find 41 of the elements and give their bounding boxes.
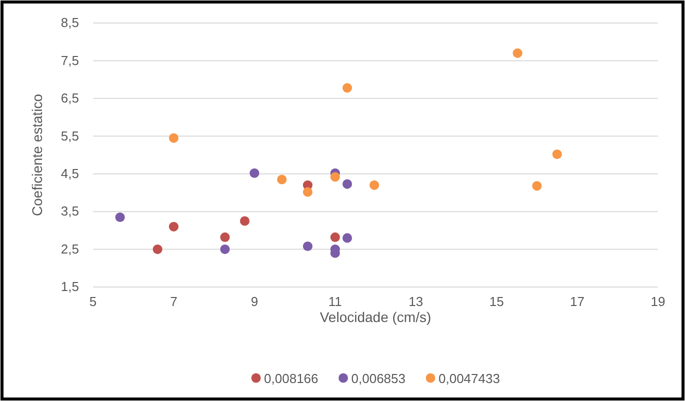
y-tick-label: 7,5	[60, 52, 79, 68]
point	[240, 216, 250, 226]
point	[250, 168, 260, 178]
point	[302, 187, 312, 197]
legend-label: 0,008166	[264, 371, 318, 386]
point	[552, 149, 562, 160]
y-tick-label: 2,5	[60, 241, 79, 256]
x-axis-title: Velocidade (cm/s)	[320, 309, 432, 325]
point	[220, 244, 230, 254]
point	[330, 172, 340, 182]
point	[277, 174, 287, 184]
point	[532, 181, 542, 191]
y-tick-label: 6,5	[60, 90, 79, 106]
y-axis-title: Coeficiente estatico	[29, 94, 45, 216]
point	[330, 232, 340, 242]
point	[152, 244, 162, 254]
point	[168, 222, 178, 232]
x-tick-label: 11	[328, 294, 342, 310]
y-tick-label: 4,5	[60, 166, 79, 182]
point	[168, 133, 178, 143]
y-tick-label: 5,5	[60, 128, 79, 144]
point	[342, 179, 352, 189]
point	[220, 232, 230, 242]
y-tick-label: 3,5	[60, 204, 79, 219]
x-tick-label: 13	[408, 294, 424, 310]
x-tick-label: 17	[570, 294, 585, 310]
x-tick-label: 19	[650, 294, 666, 310]
point	[342, 233, 352, 243]
x-tick-label: 9	[250, 294, 258, 310]
y-tick-label: 8,5	[60, 15, 79, 30]
point	[512, 48, 522, 58]
legend-label: 0,006853	[351, 371, 406, 386]
legend-label: 0,0047433	[438, 371, 500, 386]
point	[115, 212, 125, 222]
point	[370, 180, 380, 190]
point	[302, 241, 312, 252]
y-tick-label: 1,5	[60, 279, 79, 294]
point	[342, 83, 352, 93]
x-tick-label: 5	[89, 294, 97, 310]
x-tick-label: 7	[170, 294, 178, 310]
x-tick-label: 15	[489, 294, 504, 310]
